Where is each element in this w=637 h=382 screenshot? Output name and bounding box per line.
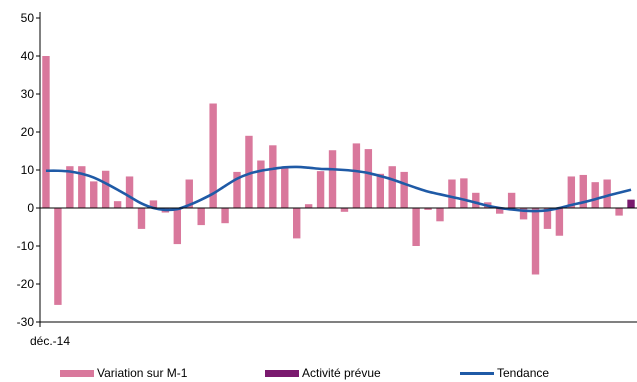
legend-swatch-tendance [460,371,494,375]
variation-bar [42,56,50,208]
legend-item-variation: Variation sur M-1 [60,366,187,380]
variation-bar [185,179,193,208]
variation-bar [615,208,623,216]
variation-bar [257,160,265,208]
legend: Variation sur M-1 Activité prévue Tendan… [0,362,637,382]
variation-bar [543,208,552,229]
variation-bar [293,208,301,239]
variation-bar [424,208,432,210]
variation-bar [567,176,576,208]
legend-swatch-activite [265,369,299,377]
variation-bar [269,145,277,208]
legend-label-activite: Activité prévue [302,366,381,380]
variation-bar [245,135,253,208]
y-tick-label: 40 [21,49,35,63]
variation-bar [591,182,599,208]
variation-bar [149,200,158,208]
activite-prevue-bar [627,199,635,208]
variation-bar [555,208,564,236]
y-tick-label: 10 [21,163,35,177]
variation-bar [495,208,504,214]
variation-bar [54,208,62,305]
legend-swatch-variation [60,369,94,377]
chart: -30 -20 -10 0 10 20 30 40 50 déc.-14 [17,11,637,348]
y-tick-label: -20 [17,277,35,291]
y-axis-labels: -30 -20 -10 0 10 20 30 40 50 [17,11,35,329]
variation-bar [436,208,444,222]
variation-bar [388,166,396,208]
variation-bar [209,103,217,208]
variation-bar [460,178,468,208]
variation-bar [125,176,134,208]
legend-label-variation: Variation sur M-1 [97,366,188,380]
legend-item-tendance: Tendance [460,366,549,380]
axes [36,12,637,327]
variation-bar [78,166,86,208]
y-tick-label: -30 [17,315,35,329]
variation-bar [519,208,528,220]
variation-bar [531,208,540,275]
tendance-line [45,165,632,213]
variation-bar [113,201,122,208]
variation-bar [66,166,74,208]
variation-bar [221,208,229,224]
y-tick-label: 20 [21,125,35,139]
variation-bar [376,173,384,208]
variation-bar [400,171,408,208]
variation-bar [304,204,313,208]
variation-bar [412,208,420,246]
variation-bar [281,168,289,208]
y-tick-label: -10 [17,239,35,253]
variation-bar [328,150,337,208]
variation-bar [603,179,611,208]
variation-bar [197,208,205,226]
variation-bar [352,143,361,208]
variation-bar [137,208,146,229]
legend-label-tendance: Tendance [497,366,550,380]
variation-bar [364,149,373,208]
y-tick-label: 50 [21,11,35,25]
variation-bar [507,192,516,208]
y-tick-label: 30 [21,87,35,101]
bars-group [42,56,635,305]
variation-bar [233,171,241,208]
y-tick-label: 0 [27,201,34,215]
variation-bar [101,170,110,208]
trend-group [45,165,632,213]
variation-bar [472,192,480,208]
legend-item-activite: Activité prévue [265,366,381,380]
variation-bar [173,208,182,245]
variation-bar [340,208,349,212]
x-axis-start-label: déc.-14 [30,334,70,348]
variation-bar [90,181,98,208]
variation-bar [448,179,456,208]
variation-bar [316,171,325,208]
variation-bar [579,174,587,208]
